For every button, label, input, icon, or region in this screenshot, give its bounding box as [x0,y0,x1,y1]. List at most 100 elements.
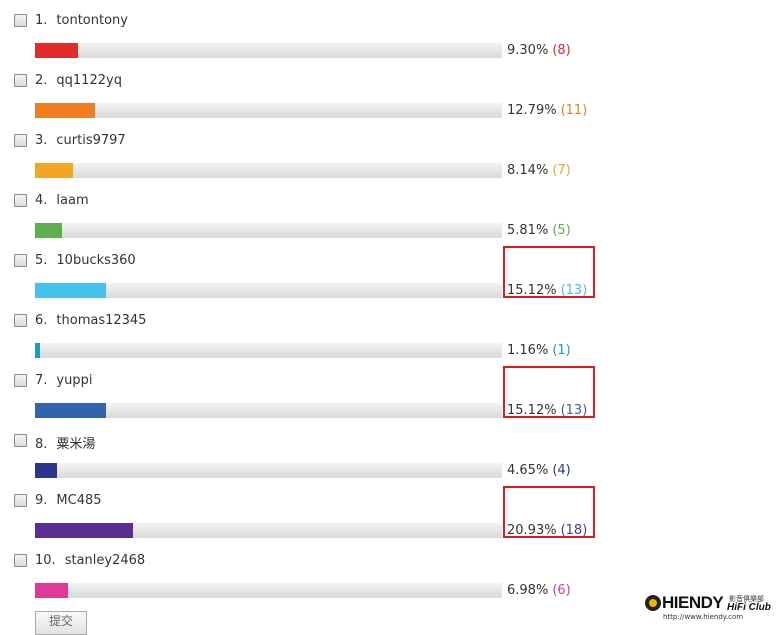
option-label: 10. stanley2468 [35,553,145,568]
result: 20.93% (18) [507,523,587,538]
bar-track [35,403,502,418]
result: 12.79% (11) [507,103,587,118]
option-label: 2. qq1122yq [35,73,122,88]
percent-label: 4.65% [507,463,549,478]
bar [35,583,68,598]
bar-track [35,463,502,478]
percent-label: 20.93% [507,523,557,538]
poll-option: 2. qq1122yq 12.79% (11) [0,60,778,120]
percent-label: 6.98% [507,583,549,598]
percent-label: 12.79% [507,103,557,118]
result: 5.81% (5) [507,223,571,238]
checkbox[interactable] [14,134,27,147]
bar-track [35,523,502,538]
checkbox[interactable] [14,434,27,447]
highlight-box [503,486,595,538]
option-name: stanley2468 [64,553,146,568]
checkbox[interactable] [14,14,27,27]
bar [35,463,57,478]
count-label: (4) [552,463,571,478]
bar [35,523,133,538]
option-name: thomas12345 [56,313,147,328]
count-label: (13) [560,403,588,418]
option-number: 2. [35,73,48,88]
option-label: 3. curtis9797 [35,133,126,148]
checkbox[interactable] [14,374,27,387]
option-number: 4. [35,193,48,208]
bar [35,403,106,418]
poll-option: 7. yuppi 15.12% (13) [0,360,778,420]
bar [35,163,73,178]
option-name: MC485 [56,493,102,508]
brand: HIENDY [662,593,724,612]
logo-mark [645,595,661,611]
option-number: 8. [35,437,48,452]
option-number: 6. [35,313,48,328]
option-number: 9. [35,493,48,508]
percent-label: 1.16% [507,343,549,358]
option-number: 5. [35,253,48,268]
result: 8.14% (7) [507,163,571,178]
bar-track [35,283,502,298]
option-label: 8. 粟米湯 [35,433,95,452]
option-number: 3. [35,133,48,148]
option-label: 9. MC485 [35,493,102,508]
brand-sub: HiFi Club [727,602,771,613]
option-label: 4. laam [35,193,89,208]
bar-track [35,103,502,118]
result: 4.65% (4) [507,463,571,478]
count-label: (13) [560,283,588,298]
option-number: 10. [35,553,56,568]
option-number: 1. [35,13,48,28]
checkbox[interactable] [14,554,27,567]
brand-url: http://www.hiendy.com [663,613,744,621]
result: 9.30% (8) [507,43,571,58]
percent-label: 9.30% [507,43,549,58]
count-label: (11) [560,103,588,118]
highlight-box [503,366,595,418]
count-label: (7) [552,163,571,178]
submit-button[interactable]: 提交 [35,611,87,635]
option-name: curtis9797 [56,133,126,148]
result: 1.16% (1) [507,343,571,358]
count-label: (8) [552,43,571,58]
checkbox[interactable] [14,494,27,507]
option-name: tontontony [56,13,128,28]
option-label: 5. 10bucks360 [35,253,136,268]
count-label: (6) [552,583,571,598]
poll-option: 8. 粟米湯 4.65% (4) [0,420,778,480]
highlight-box [503,246,595,298]
poll-option: 5. 10bucks360 15.12% (13) [0,240,778,300]
count-label: (5) [552,223,571,238]
poll-option: 6. thomas12345 1.16% (1) [0,300,778,360]
option-name: laam [56,193,89,208]
percent-label: 5.81% [507,223,549,238]
option-label: 6. thomas12345 [35,313,146,328]
bar [35,223,63,238]
checkbox[interactable] [14,314,27,327]
poll-option: 3. curtis9797 8.14% (7) [0,120,778,180]
option-name: yuppi [56,373,93,388]
option-name: 10bucks360 [56,253,136,268]
count-label: (1) [552,343,571,358]
percent-label: 8.14% [507,163,549,178]
bar-track [35,583,502,598]
result: 15.12% (13) [507,283,587,298]
watermark: HIENDY 影音俱樂部 HiFi Club http://www.hiendy… [645,593,775,623]
bar [35,103,95,118]
poll-option: 9. MC485 20.93% (18) [0,480,778,540]
result: 15.12% (13) [507,403,587,418]
checkbox[interactable] [14,74,27,87]
checkbox[interactable] [14,194,27,207]
bar [35,343,41,358]
bar [35,283,106,298]
checkbox[interactable] [14,254,27,267]
percent-label: 15.12% [507,403,557,418]
bar-track [35,43,502,58]
option-label: 7. yuppi [35,373,92,388]
poll-option: 1. tontontony 9.30% (8) [0,0,778,60]
option-number: 7. [35,373,48,388]
option-name: qq1122yq [56,73,122,88]
result: 6.98% (6) [507,583,571,598]
